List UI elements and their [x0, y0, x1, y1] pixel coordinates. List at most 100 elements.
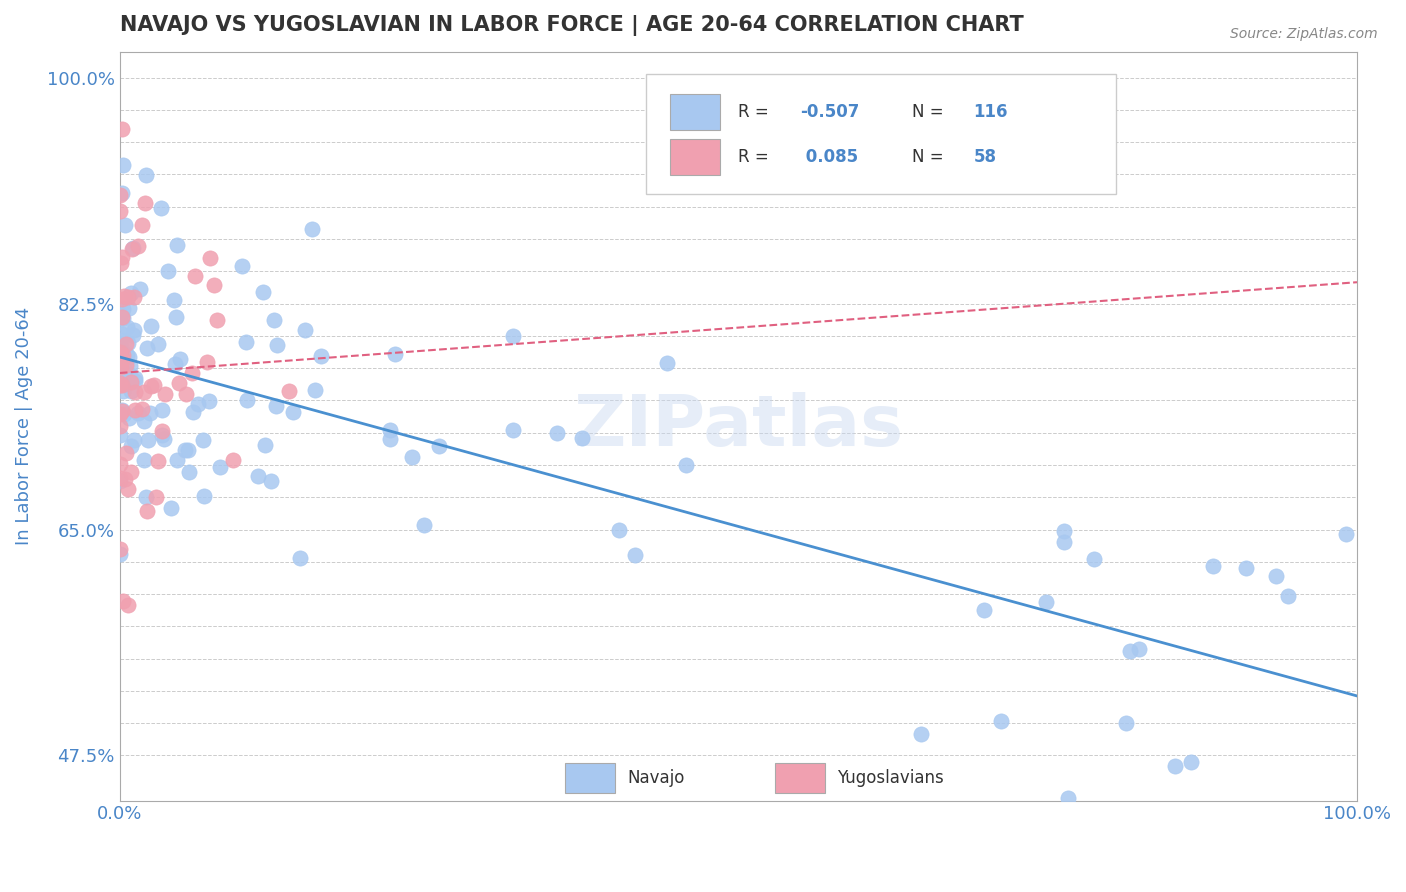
- Point: [413, 517, 436, 532]
- Point: [1053, 524, 1076, 538]
- Point: [380, 432, 402, 446]
- Point: [165, 310, 187, 324]
- Point: [145, 490, 167, 504]
- Point: [910, 727, 932, 741]
- Point: [1264, 568, 1286, 582]
- Point: [150, 424, 173, 438]
- Point: [263, 313, 285, 327]
- Point: [122, 241, 145, 255]
- Point: [110, 378, 132, 392]
- Point: [124, 385, 146, 400]
- Point: [1234, 561, 1257, 575]
- Point: [117, 336, 139, 351]
- Point: [124, 323, 146, 337]
- Point: [108, 376, 131, 391]
- Point: [166, 452, 188, 467]
- Point: [115, 319, 138, 334]
- Point: [134, 414, 156, 428]
- Point: [135, 503, 157, 517]
- Point: [624, 548, 647, 562]
- Point: [112, 384, 135, 398]
- Text: N =: N =: [911, 148, 949, 167]
- Point: [294, 323, 316, 337]
- Point: [1180, 755, 1202, 769]
- Point: [1057, 790, 1080, 805]
- Bar: [671, 139, 720, 176]
- Point: [117, 411, 139, 425]
- Point: [139, 406, 162, 420]
- Text: Navajo: Navajo: [627, 769, 685, 787]
- Point: [120, 465, 142, 479]
- Text: Yugoslavians: Yugoslavians: [838, 769, 943, 787]
- Point: [1202, 558, 1225, 573]
- Point: [184, 268, 207, 283]
- Point: [121, 242, 143, 256]
- Point: [110, 457, 132, 471]
- Text: 116: 116: [973, 103, 1008, 120]
- Point: [110, 359, 132, 374]
- Point: [134, 195, 156, 210]
- Point: [1277, 590, 1299, 604]
- Point: [143, 378, 166, 392]
- Point: [114, 218, 136, 232]
- Point: [1301, 857, 1323, 871]
- Point: [117, 351, 139, 365]
- Point: [108, 333, 131, 347]
- Text: N =: N =: [911, 103, 949, 120]
- Point: [281, 405, 304, 419]
- Point: [110, 404, 132, 418]
- Point: [134, 452, 156, 467]
- Point: [1119, 644, 1142, 658]
- Text: R =: R =: [738, 148, 775, 167]
- Point: [112, 407, 135, 421]
- Point: [115, 348, 138, 362]
- Point: [118, 367, 141, 381]
- Point: [198, 251, 221, 265]
- Point: [205, 312, 228, 326]
- Point: [1334, 526, 1357, 541]
- Point: [675, 458, 697, 472]
- Point: [111, 186, 134, 200]
- Point: [177, 443, 200, 458]
- Point: [193, 489, 215, 503]
- Point: [111, 353, 134, 368]
- Point: [153, 433, 176, 447]
- Point: [1128, 641, 1150, 656]
- Point: [607, 523, 630, 537]
- Point: [114, 472, 136, 486]
- Point: [124, 374, 146, 388]
- Point: [156, 264, 179, 278]
- Bar: [671, 94, 720, 129]
- Text: ZIPatlas: ZIPatlas: [574, 392, 904, 461]
- Text: 58: 58: [973, 148, 997, 167]
- Point: [118, 301, 141, 315]
- Point: [117, 482, 139, 496]
- FancyBboxPatch shape: [645, 74, 1116, 194]
- Point: [222, 452, 245, 467]
- Point: [235, 334, 257, 349]
- Point: [114, 446, 136, 460]
- Point: [117, 598, 139, 612]
- Text: -0.507: -0.507: [800, 103, 859, 120]
- Point: [571, 432, 593, 446]
- Point: [266, 338, 288, 352]
- Point: [167, 376, 190, 390]
- Point: [384, 347, 406, 361]
- Point: [166, 238, 188, 252]
- Point: [135, 168, 157, 182]
- Point: [108, 345, 131, 359]
- Point: [112, 348, 135, 362]
- Point: [1083, 551, 1105, 566]
- Point: [160, 500, 183, 515]
- Point: [120, 384, 142, 398]
- Point: [120, 439, 142, 453]
- Point: [260, 474, 283, 488]
- Point: [191, 433, 214, 447]
- Point: [127, 406, 149, 420]
- Point: [139, 378, 162, 392]
- Point: [111, 403, 134, 417]
- Point: [120, 286, 142, 301]
- Point: [120, 376, 142, 390]
- Point: [150, 201, 173, 215]
- Point: [148, 336, 170, 351]
